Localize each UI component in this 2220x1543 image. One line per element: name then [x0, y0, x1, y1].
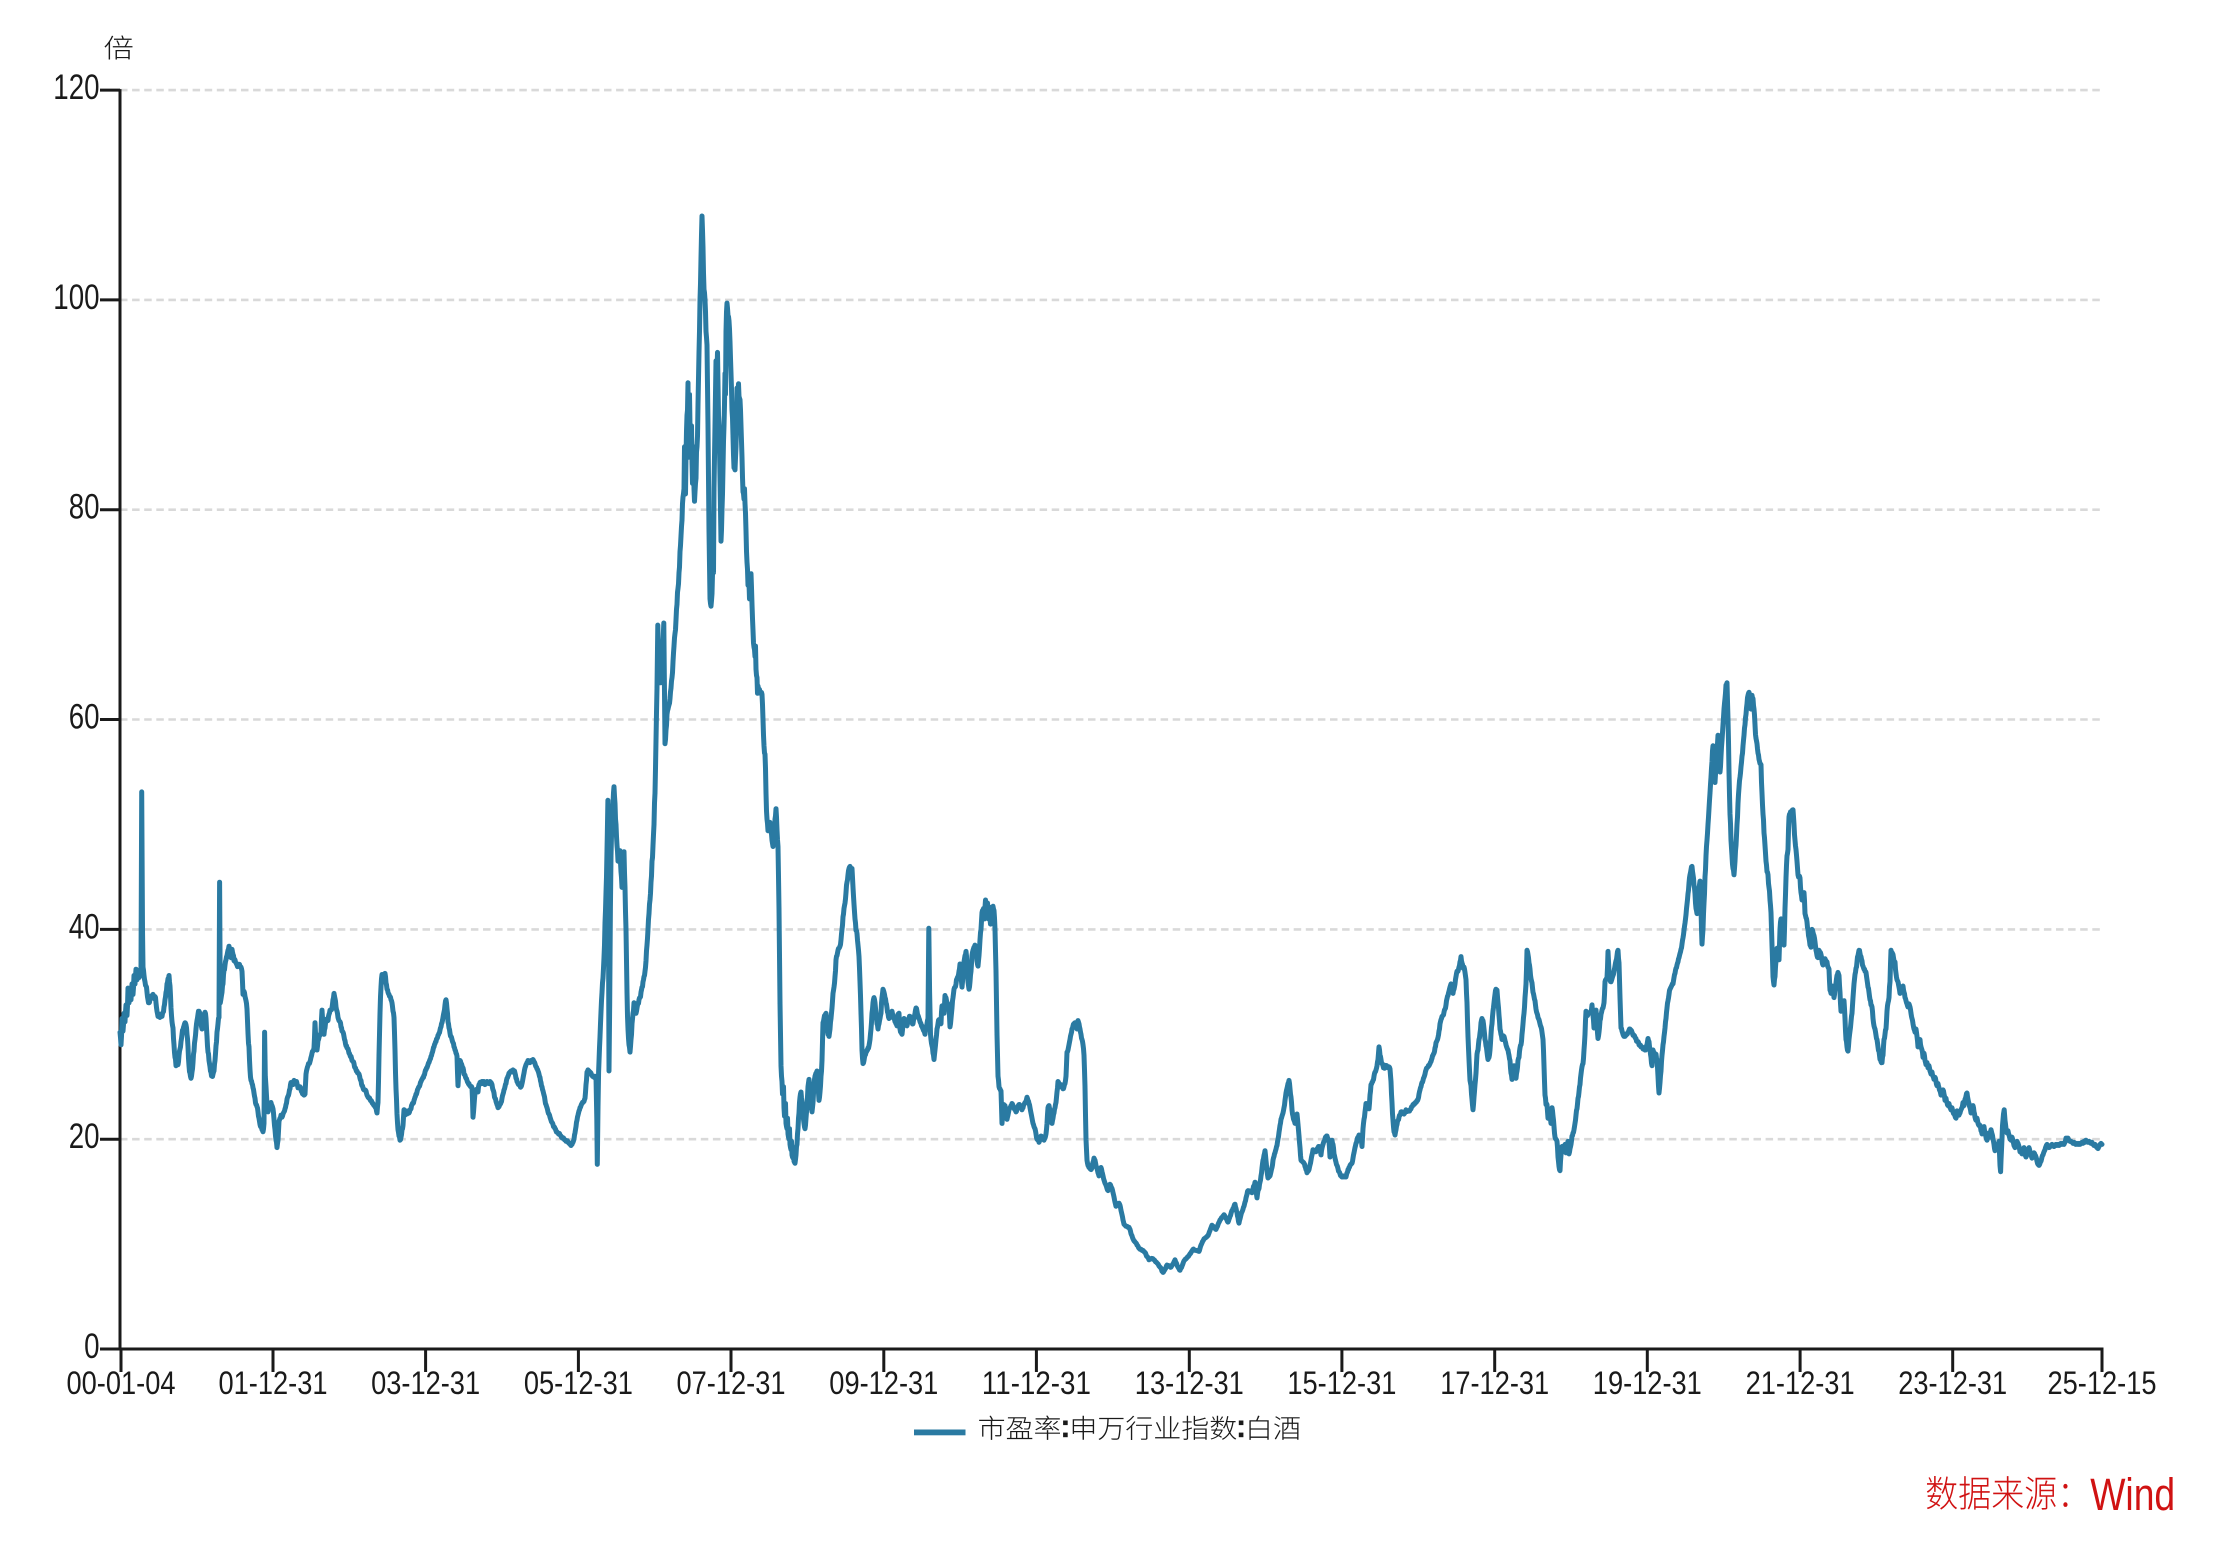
svg-text:13-12-31: 13-12-31: [1135, 1365, 1244, 1401]
svg-text:07-12-31: 07-12-31: [677, 1365, 786, 1401]
svg-text:19-12-31: 19-12-31: [1593, 1365, 1702, 1401]
svg-text:Wind: Wind: [2090, 1469, 2175, 1520]
svg-text:01-12-31: 01-12-31: [219, 1365, 328, 1401]
svg-text:100: 100: [53, 278, 99, 317]
svg-text:23-12-31: 23-12-31: [1898, 1365, 2007, 1401]
svg-text:00-01-04: 00-01-04: [67, 1365, 176, 1401]
svg-text:0: 0: [84, 1327, 99, 1366]
svg-text:40: 40: [69, 907, 100, 946]
svg-text:17-12-31: 17-12-31: [1440, 1365, 1549, 1401]
svg-text:80: 80: [69, 488, 100, 527]
svg-text:20: 20: [69, 1117, 100, 1156]
svg-text:09-12-31: 09-12-31: [829, 1365, 938, 1401]
svg-text:05-12-31: 05-12-31: [524, 1365, 633, 1401]
svg-text:15-12-31: 15-12-31: [1287, 1365, 1396, 1401]
svg-text:60: 60: [69, 698, 100, 737]
svg-text:21-12-31: 21-12-31: [1746, 1365, 1855, 1401]
svg-text:03-12-31: 03-12-31: [371, 1365, 480, 1401]
svg-text:11-12-31: 11-12-31: [982, 1365, 1091, 1401]
svg-text:120: 120: [53, 68, 99, 107]
svg-text:25-12-15: 25-12-15: [2048, 1365, 2157, 1401]
